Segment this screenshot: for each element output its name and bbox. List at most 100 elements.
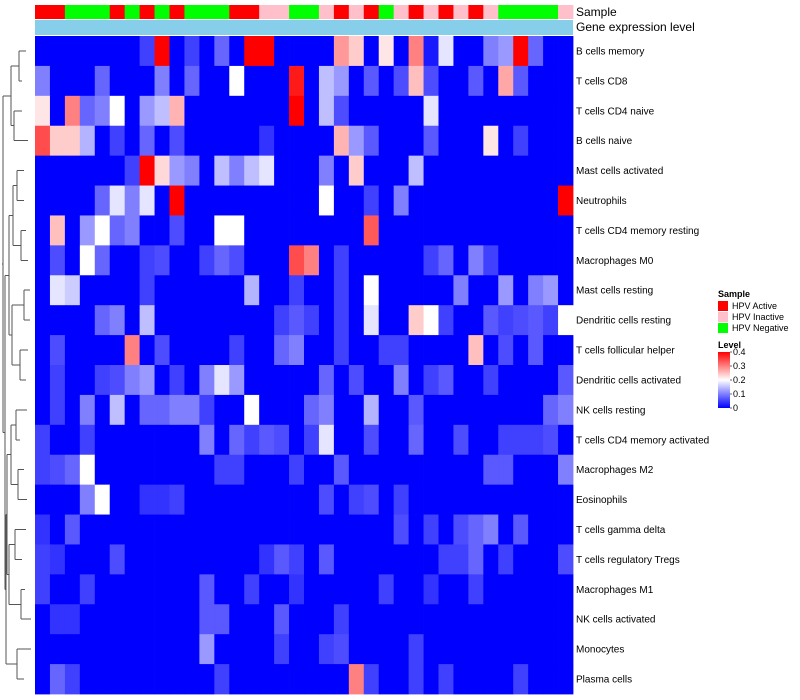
- heatmap-cell: [543, 36, 559, 67]
- heatmap-cell: [423, 95, 439, 127]
- heatmap-cell: [139, 634, 155, 665]
- heatmap-cell: [199, 454, 215, 486]
- heatmap-cell: [528, 275, 544, 306]
- heatmap-cell: [318, 664, 335, 695]
- heatmap-cell: [229, 215, 245, 246]
- heatmap-cell: [558, 394, 574, 426]
- heatmap-cell: [483, 454, 499, 486]
- heatmap-cell: [79, 215, 96, 246]
- heatmap-cell: [543, 604, 559, 635]
- heatmap-cell: [333, 275, 350, 306]
- heatmap-cell: [139, 245, 155, 276]
- heatmap-cell: [229, 604, 245, 635]
- heatmap-cell: [483, 305, 499, 336]
- heatmap-cell: [124, 634, 141, 665]
- heatmap-cell: [49, 95, 66, 127]
- heatmap-cell: [304, 335, 320, 366]
- heatmap-cell: [528, 664, 544, 695]
- heatmap-cell: [438, 394, 454, 426]
- heatmap-cell: [318, 215, 335, 246]
- heatmap-cell: [94, 275, 111, 306]
- heatmap-cell: [169, 125, 185, 157]
- heatmap-cell: [64, 574, 81, 605]
- heatmap-cell: [124, 305, 141, 336]
- heatmap-cell: [558, 484, 574, 515]
- heatmap-cell: [483, 95, 499, 127]
- heatmap-cell: [244, 36, 260, 67]
- heatmap-cell: [304, 36, 320, 67]
- heatmap-cell: [109, 604, 126, 635]
- heatmap-cell: [109, 245, 126, 276]
- heatmap-cell: [543, 305, 559, 336]
- level-tick-label: 0.3: [733, 361, 746, 371]
- heatmap-cell: [169, 215, 185, 246]
- heatmap-cell: [378, 185, 395, 216]
- heatmap-cell: [513, 454, 529, 486]
- heatmap-cell: [109, 305, 126, 336]
- heatmap-cell: [528, 125, 544, 157]
- heatmap-cell: [244, 185, 260, 216]
- heatmap-cell: [483, 36, 499, 67]
- sample-annotation-cell: [333, 5, 350, 19]
- heatmap-cell: [184, 95, 200, 127]
- heatmap-cell: [274, 125, 290, 157]
- heatmap-cell: [498, 275, 514, 306]
- heatmap-cell: [244, 245, 260, 276]
- heatmap-cell: [154, 514, 170, 545]
- heatmap-cell: [333, 365, 350, 396]
- heatmap-cell: [318, 335, 335, 366]
- heatmap-cell: [154, 484, 170, 515]
- heatmap-cell: [35, 454, 51, 486]
- heatmap-cell: [79, 275, 96, 306]
- heatmap-cell: [304, 604, 320, 635]
- heatmap-cell: [483, 424, 499, 456]
- heatmap-cell: [528, 484, 544, 515]
- heatmap-cell: [468, 664, 484, 695]
- heatmap-cell: [94, 155, 111, 186]
- heatmap-cell: [378, 335, 395, 366]
- heatmap-cell: [49, 664, 66, 695]
- heatmap-cell: [79, 514, 96, 545]
- heatmap-cell: [79, 335, 96, 366]
- heatmap-cell: [304, 185, 320, 216]
- heatmap-cell: [333, 484, 350, 515]
- heatmap-cell: [64, 365, 81, 396]
- heatmap-cell: [408, 215, 424, 246]
- heatmap-cell: [139, 514, 155, 545]
- heatmap-cell: [94, 454, 111, 486]
- heatmap-cell: [274, 95, 290, 127]
- heatmap-cell: [498, 335, 514, 366]
- heatmap-cell: [124, 424, 141, 456]
- row-labels: B cells memory T cells CD8 T cells CD4 nai…: [576, 47, 709, 686]
- heatmap-cell: [229, 514, 245, 545]
- heatmap-cell: [199, 514, 215, 545]
- heatmap-cell: [184, 664, 200, 695]
- heatmap-cell: [274, 36, 290, 67]
- heatmap-cell: [184, 454, 200, 486]
- heatmap-cell: [139, 335, 155, 366]
- heatmap-cell: [244, 215, 260, 246]
- heatmap-cell: [199, 185, 215, 216]
- level-legend-ticks: 0.4 0.3 0.2 0.1 0: [730, 347, 746, 413]
- heatmap-cell: [109, 185, 126, 216]
- heatmap-cell: [438, 36, 454, 67]
- heatmap-cell: [169, 484, 185, 515]
- heatmap-cell: [35, 65, 51, 97]
- heatmap-cell: [214, 664, 230, 695]
- heatmap-cell: [289, 604, 305, 635]
- heatmap-cell: [35, 514, 51, 545]
- heatmap-cell: [109, 424, 126, 456]
- heatmap-cell: [304, 544, 320, 575]
- heatmap-cell: [304, 514, 320, 545]
- heatmap-cell: [35, 365, 51, 396]
- heatmap-cell: [35, 335, 51, 366]
- heatmap-cell: [513, 65, 529, 97]
- heatmap-cell: [154, 36, 170, 67]
- heatmap-cell: [35, 604, 51, 635]
- heatmap-cell: [109, 125, 126, 157]
- row-label: Mast cells resting: [576, 286, 653, 297]
- heatmap-cell: [244, 65, 260, 97]
- heatmap-cell: [94, 604, 111, 635]
- heatmap-cell: [378, 484, 395, 515]
